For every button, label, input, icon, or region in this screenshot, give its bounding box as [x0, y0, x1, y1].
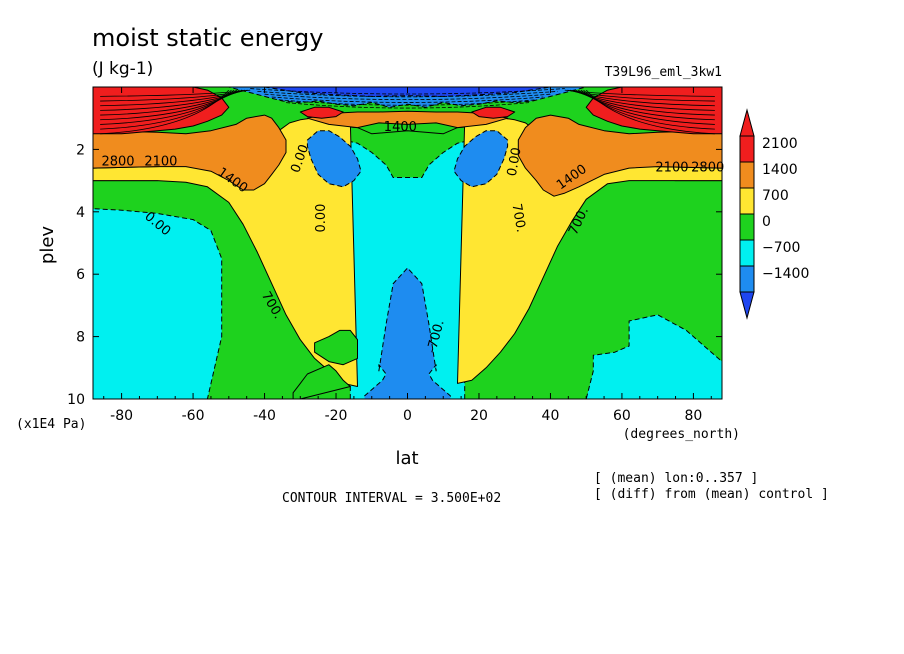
chart-title: moist static energy: [92, 24, 323, 52]
contour-region-17: [453, 130, 509, 188]
y-tick-label-3: 8: [76, 330, 85, 346]
contour-region-9: [517, 114, 723, 197]
contour-line-n8: [564, 89, 715, 97]
contour-region-2: [585, 314, 723, 400]
x-tick-label-1: -60: [182, 408, 205, 424]
colorbar-label-2: 700: [762, 188, 789, 204]
colorbar-label-4: −700: [762, 240, 800, 256]
y-tick-label-4: 10: [67, 392, 85, 408]
colorbar-segment-5: [739, 265, 755, 293]
contour-line-top-4: [278, 99, 537, 106]
colorbar-label-1: 1400: [762, 162, 798, 178]
colorbar-segment-4: [739, 239, 755, 267]
y-tick-label-0: 2: [76, 142, 85, 158]
x-tick-label-4: 0: [403, 408, 412, 424]
contour-label-1: 0.00: [314, 204, 329, 233]
x-tick-label-8: 80: [684, 408, 702, 424]
contour-region-1: [92, 208, 223, 400]
contour-region-18: [364, 267, 451, 400]
contour-region-10: [306, 110, 509, 129]
axis-ticks: -80 -60 -40 -20 0 20 40 60 80 2 4 6 8 10: [67, 87, 722, 424]
colorbar-under-arrow: [739, 291, 755, 320]
contour-label-10: 1400: [384, 120, 417, 135]
contour-line-top-2: [264, 93, 551, 101]
x-axis-units: (degrees_north): [623, 427, 740, 442]
contour-line-s7: [100, 89, 248, 102]
contour-line-n6: [569, 89, 715, 107]
x-tick-label-0: -80: [110, 408, 133, 424]
x-tick-label-3: -20: [325, 408, 348, 424]
contour-label-3: 0.00: [505, 146, 525, 177]
contour-label-12: 2100: [655, 161, 688, 176]
contour-line-s8: [100, 89, 251, 97]
note-diff-control: [ (diff) from (mean) control ]: [594, 487, 829, 502]
colorbar-segment-2: [739, 187, 755, 215]
colorbar-label-3: 0: [762, 214, 771, 230]
colorbar-segment-0: [739, 135, 755, 163]
x-tick-label-5: 20: [470, 408, 488, 424]
chart-units: (J kg-1): [92, 59, 153, 79]
note-mean-lon: [ (mean) lon:0..357 ]: [594, 471, 758, 486]
contour-label-13: 2800: [101, 154, 134, 169]
contour-line-s6: [100, 89, 246, 107]
y-tick-label-2: 6: [76, 267, 85, 283]
y-axis-label: plev: [37, 226, 58, 265]
contour-line-top-3: [271, 96, 544, 103]
contour-label-14: 2800: [691, 161, 724, 176]
contour-line-top-0: [250, 88, 565, 95]
x-tick-label-2: -40: [253, 408, 276, 424]
contour-region-14: [471, 106, 516, 119]
y-axis-units: (x1E4 Pa): [16, 417, 86, 432]
contour-line-top-1: [257, 90, 558, 98]
contour-label-11: 2100: [144, 154, 177, 169]
colorbar-segment-1: [739, 161, 755, 189]
contour-region-13: [299, 106, 344, 119]
colorbar: 2100 1400 700 0 −700 −1400: [739, 108, 809, 320]
contour-region-16: [306, 130, 362, 188]
x-axis-label: lat: [395, 448, 418, 469]
x-tick-label-6: 40: [542, 408, 560, 424]
contour-region-7: [314, 329, 358, 366]
contour-label-5: 700.: [508, 202, 528, 233]
contour-interval-text: CONTOUR INTERVAL = 3.500E+02: [282, 491, 501, 506]
contour-line-n7: [567, 89, 715, 102]
contour-fills: [92, 86, 723, 400]
colorbar-label-0: 2100: [762, 136, 798, 152]
contour-line-top-5: [285, 102, 530, 109]
contour-region-8: [92, 114, 287, 191]
experiment-label: T39L96_eml_3kw1: [605, 65, 722, 80]
y-tick-label-1: 4: [76, 205, 85, 221]
colorbar-segment-3: [739, 213, 755, 241]
colorbar-over-arrow: [739, 108, 755, 137]
colorbar-label-5: −1400: [762, 266, 809, 282]
x-tick-label-7: 60: [613, 408, 631, 424]
